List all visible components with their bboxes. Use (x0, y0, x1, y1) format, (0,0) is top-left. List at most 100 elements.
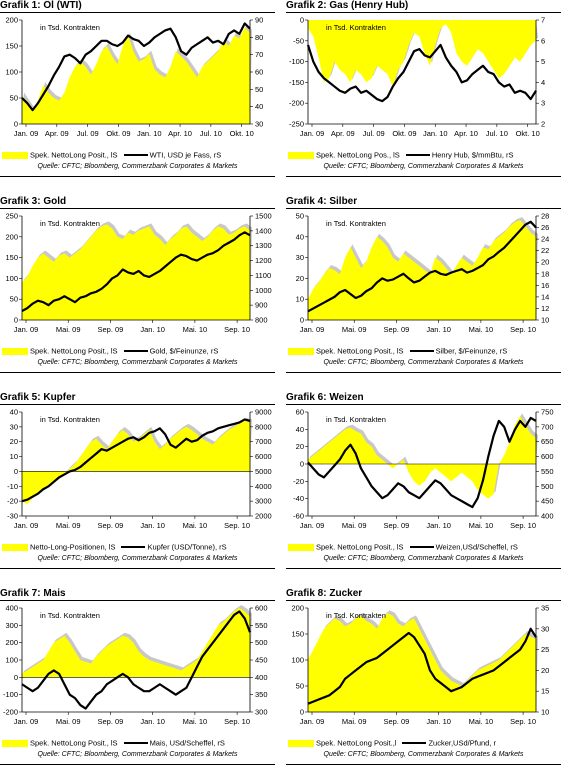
right-tick-label: 50 (255, 85, 263, 94)
left-tick-label: 300 (5, 621, 18, 630)
left-tick-label: 400 (5, 604, 18, 613)
left-tick-label: 250 (5, 212, 18, 221)
x-tick-label: Jul. 10 (200, 129, 222, 138)
title-divider (286, 600, 561, 601)
x-tick-label: Mai. 09 (342, 325, 367, 334)
right-tick-label: 28 (541, 212, 549, 221)
line-series-price (307, 627, 537, 705)
right-tick-label: 35 (541, 604, 549, 613)
legend-area-swatch (2, 739, 28, 747)
legend-area-swatch (288, 543, 314, 551)
legend-area-label: Spek. NettoLong Posit., lS (30, 346, 118, 356)
legend-line-swatch (405, 154, 430, 157)
right-tick-label: 450 (255, 656, 268, 665)
right-tick-label: 3 (541, 99, 545, 108)
right-tick-label: 80 (255, 33, 263, 42)
right-tick-label: 4 (541, 78, 545, 87)
legend: Netto-Long-Positionen, lS Kupfer (USD/Ton… (2, 542, 275, 554)
x-tick-label: Mai. 09 (342, 521, 367, 530)
x-tick-label: Jul. 09 (363, 129, 385, 138)
chart-title: Grafik 4: Silber (286, 196, 358, 207)
right-tick-label: 30 (255, 120, 263, 129)
right-tick-label: 5 (541, 57, 545, 66)
title-divider (0, 208, 275, 209)
right-tick-label: 12 (541, 304, 549, 313)
chart-svg: 0 50 100 150 200 10 15 20 25 30 35 Jan. 09 Mai. 09 Se… (291, 604, 549, 727)
chart-svg: 0 10 20 30 40 50 10 12 14 16 18 20 22 24 26 28 Jan. 09 Ma… (296, 212, 550, 335)
chart-panel-wheat: Grafik 6: Weizen -60 -40 -20 0 20 40 60 400 450 50… (286, 392, 561, 580)
x-tick-label: Sep. 10 (510, 717, 536, 726)
legend-area-label: Spek. NettoLong Posit., lS (30, 738, 118, 748)
line-series-price (307, 416, 537, 509)
right-tick-label: 15 (541, 687, 549, 696)
legend: Spek. NettoLong Posit., lS Silber, $/Fein… (288, 346, 561, 358)
left-tick-label: 40 (296, 425, 304, 434)
x-tick-label: Sep. 09 (98, 521, 124, 530)
chart-panel-copper: Grafik 5: Kupfer -30 -20 -10 0 10 20 30 40 2000 30… (0, 392, 275, 580)
panel-bottom-rule (286, 764, 561, 765)
panel-bottom-rule (0, 372, 275, 373)
right-tick-label: 20 (541, 666, 549, 675)
x-tick-label: Jan. 10 (426, 325, 451, 334)
source-note: Quelle: CFTC; Bloomberg, Commerzbank Cor… (37, 751, 238, 758)
legend-area-swatch (2, 151, 28, 159)
x-tick-label: Apr. 10 (168, 129, 192, 138)
line-series-price (21, 22, 251, 112)
right-tick-label: 30 (541, 624, 549, 633)
right-tick-label: 7 (541, 16, 545, 25)
legend-line-label: Mais, USd/Scheffel, rS (149, 738, 225, 748)
right-tick-label: 1300 (255, 241, 272, 250)
x-tick-label: Sep. 10 (510, 521, 536, 530)
right-tick-label: 70 (255, 50, 263, 59)
x-tick-label: Jul. 10 (486, 129, 508, 138)
legend: Spek. NettoLong Posit., lS Weizen,USd/Sch… (288, 542, 561, 554)
source-note: Quelle: CFTC; Bloomberg, Commerzbank Cor… (323, 555, 524, 562)
x-tick-label: Mai. 10 (183, 325, 208, 334)
right-tick-label: 400 (255, 673, 268, 682)
legend-line-swatch (402, 742, 427, 745)
source-note: Quelle: CFTC; Bloomberg, Commerzbank Cor… (37, 555, 238, 562)
x-tick-label: Mai. 10 (183, 717, 208, 726)
right-tick-label: 25 (541, 645, 549, 654)
x-tick-label: Sep. 09 (384, 521, 410, 530)
unit-annotation: in Tsd. Kontrakten (40, 23, 100, 32)
right-tick-label: 1100 (255, 271, 271, 280)
left-tick-label: -20 (7, 497, 18, 506)
legend: Spek. NettoLong Posit.,l Zucker,USd/Pfund… (288, 738, 561, 750)
legend-area-label: Spek. NettoLong Posit., lS (30, 150, 118, 160)
x-tick-label: Okt. 10 (516, 129, 540, 138)
legend-area-label: Spek. NettoLong Pos., lS (316, 150, 400, 160)
chart-title: Grafik 7: Mais (0, 588, 66, 599)
left-tick-label: 20 (296, 442, 304, 451)
right-tick-label: 7000 (255, 437, 272, 446)
x-tick-label: Jan. 10 (140, 325, 165, 334)
x-tick-label: Jan. 10 (140, 717, 165, 726)
legend-line-label: Silber, $/Feinunze, rS (435, 346, 508, 356)
left-tick-label: -100 (3, 690, 18, 699)
left-tick-label: 10 (296, 295, 304, 304)
title-divider (0, 404, 275, 405)
legend-area-swatch (288, 347, 314, 355)
right-tick-label: 500 (255, 638, 268, 647)
line-series-price (21, 418, 251, 503)
x-tick-label: Mai. 10 (469, 521, 494, 530)
title-divider (286, 12, 561, 13)
area-series-positions (22, 420, 250, 505)
chart-svg: -250 -200 -150 -100 -50 0 2 3 4 5 6 7 Jan. 09 Apr. 09… (289, 16, 545, 139)
x-tick-label: Jan. 09 (300, 717, 325, 726)
right-tick-label: 550 (255, 621, 268, 630)
left-tick-label: 20 (10, 437, 18, 446)
x-tick-label: Mai. 09 (56, 717, 81, 726)
chart-title: Grafik 8: Zucker (286, 588, 363, 599)
legend-area-swatch (288, 739, 314, 747)
x-tick-label: Mai. 10 (469, 717, 494, 726)
right-tick-label: 600 (255, 604, 268, 613)
left-tick-label: -20 (293, 477, 304, 486)
x-tick-label: Sep. 10 (224, 521, 250, 530)
title-divider (286, 404, 561, 405)
left-tick-label: -30 (7, 512, 18, 521)
left-tick-label: 100 (291, 656, 304, 665)
x-tick-label: Jan. 09 (14, 717, 39, 726)
right-tick-label: 22 (541, 246, 549, 255)
